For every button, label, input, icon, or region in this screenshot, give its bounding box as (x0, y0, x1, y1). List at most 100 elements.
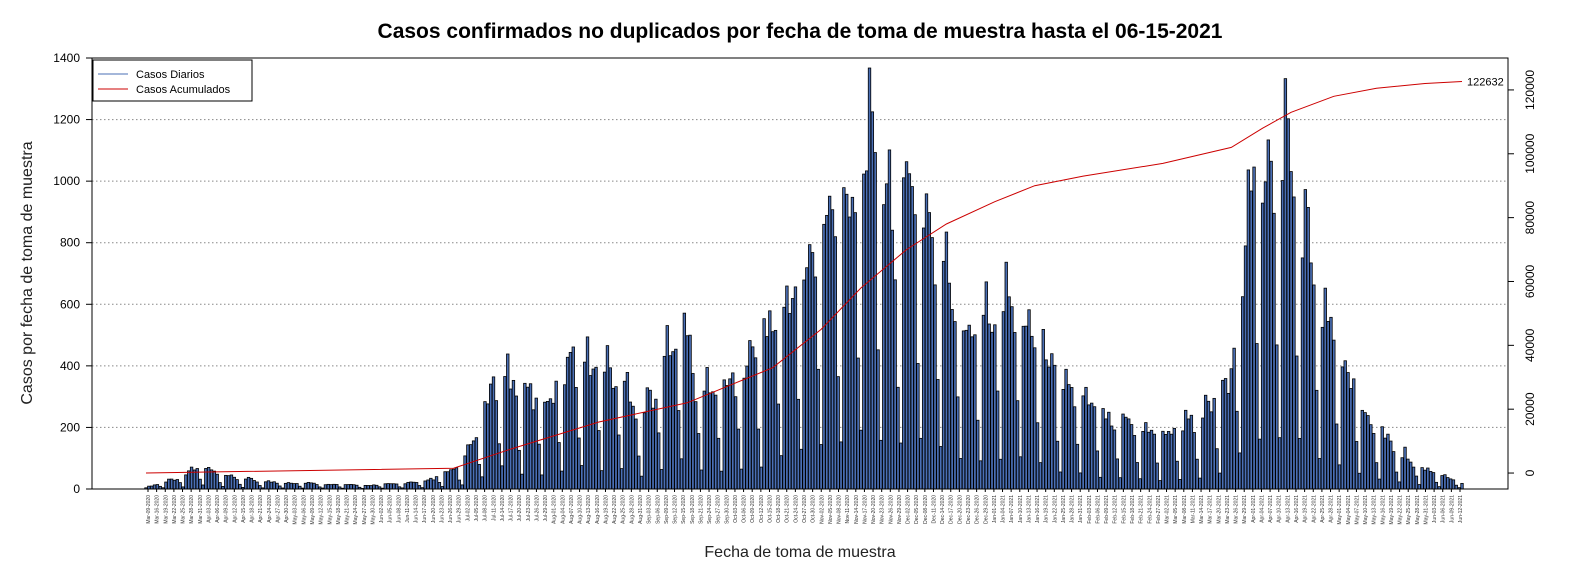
bar (528, 383, 533, 490)
x-tick-label: Jun-23-2020 (439, 495, 445, 523)
bar (1417, 484, 1421, 490)
bar (252, 480, 256, 490)
bar (882, 204, 886, 490)
bar (796, 398, 800, 490)
bar (910, 186, 914, 490)
bar (212, 470, 217, 490)
bar (756, 428, 761, 490)
bar (417, 485, 422, 490)
bar (1420, 467, 1424, 490)
bar (565, 356, 570, 490)
bar (845, 193, 849, 490)
x-tick-label: May-06-2020 (301, 495, 307, 525)
bar (526, 386, 530, 490)
x-tick-label: Dec-20-2020 (957, 495, 963, 524)
bar (1201, 417, 1205, 490)
bar (1391, 451, 1396, 490)
x-tick-label: Jun-11-2020 (405, 495, 411, 523)
bar (1283, 78, 1288, 490)
bar (289, 482, 293, 490)
bar (232, 476, 236, 490)
bar (833, 236, 837, 490)
bar (1258, 438, 1262, 490)
bar (583, 361, 587, 490)
bar (1400, 457, 1404, 490)
bar (893, 279, 897, 490)
bar (1343, 360, 1347, 490)
x-tick-label: Apr-16-2021 (1294, 495, 1300, 523)
bar (936, 379, 940, 490)
bar (870, 111, 875, 490)
bar (511, 379, 516, 490)
x-tick-label: Apr-27-2020 (275, 495, 281, 523)
bar (1027, 309, 1031, 490)
bar (1323, 287, 1327, 490)
bar (343, 484, 348, 490)
bar (913, 214, 917, 490)
x-tick-label: Oct-24-2020 (793, 495, 799, 523)
bar (1175, 460, 1179, 490)
bar (406, 481, 410, 490)
x-tick-label: Mar-31-2020 (198, 495, 204, 524)
x-tick-label: Aug-31-2020 (638, 495, 644, 524)
bar (927, 212, 931, 490)
bar (238, 483, 242, 490)
bar (517, 449, 521, 490)
bar (207, 467, 211, 490)
y-tick-label: 0 (73, 482, 80, 496)
bar (209, 469, 214, 490)
x-tick-label: Apr-28-2021 (1329, 495, 1335, 523)
bar (810, 252, 815, 490)
y-axis-label: Casos por fecha de toma de muestra (19, 141, 36, 404)
bar (540, 474, 544, 490)
x-tick-label: Sep-03-2020 (647, 495, 653, 524)
bar (1055, 440, 1060, 490)
bar (523, 382, 527, 490)
x-tick-label: Mar-25-2020 (181, 495, 187, 524)
bar (412, 481, 416, 490)
x-tick-label: Jun-17-2020 (422, 495, 428, 523)
bar (235, 479, 239, 490)
bar (266, 480, 271, 490)
cumulative-line (145, 81, 1463, 474)
bar (1440, 475, 1444, 490)
bar (1366, 415, 1370, 490)
x-tick-label: May-16-2021 (1380, 495, 1386, 525)
bar (916, 363, 920, 490)
x-tick-label: Aug-28-2020 (629, 495, 635, 524)
bar (189, 466, 194, 490)
bar (978, 460, 983, 490)
bar (959, 458, 963, 490)
x-tick-label: May-21-2020 (345, 495, 351, 525)
x-tick-label: May-18-2020 (336, 495, 342, 525)
bar (480, 476, 484, 490)
bar (1158, 480, 1162, 490)
bar (1346, 372, 1350, 490)
x-tick-label: Dec-17-2020 (949, 495, 955, 524)
bar (1172, 427, 1176, 490)
x-tick-label: Dec-08-2020 (923, 495, 929, 524)
x-tick-label: Nov-17-2020 (862, 495, 868, 524)
x-tick-label: Apr-07-2021 (1268, 495, 1274, 523)
bar (1050, 353, 1054, 490)
bar (1033, 347, 1037, 490)
bar (1138, 478, 1142, 490)
x-tick-label: Dec-23-2020 (966, 495, 972, 524)
bar (1289, 171, 1293, 490)
bar (543, 401, 547, 490)
bar (1198, 477, 1202, 490)
bar (1021, 325, 1025, 490)
legend: Casos Diarios Casos Acumulados (92, 59, 253, 102)
x-tick-label: Mar-22-2020 (172, 495, 178, 524)
x-tick-label: Mar-11-2021 (1190, 495, 1196, 523)
bar (625, 372, 630, 490)
x-tick-label: Apr-04-2021 (1259, 495, 1265, 523)
bar (349, 484, 353, 490)
x-tick-label: Apr-18-2020 (250, 495, 256, 523)
bar (1013, 332, 1017, 490)
bar (249, 477, 254, 490)
bar (469, 444, 473, 490)
bar (494, 400, 499, 490)
bar (1414, 475, 1419, 490)
bar (839, 441, 843, 490)
